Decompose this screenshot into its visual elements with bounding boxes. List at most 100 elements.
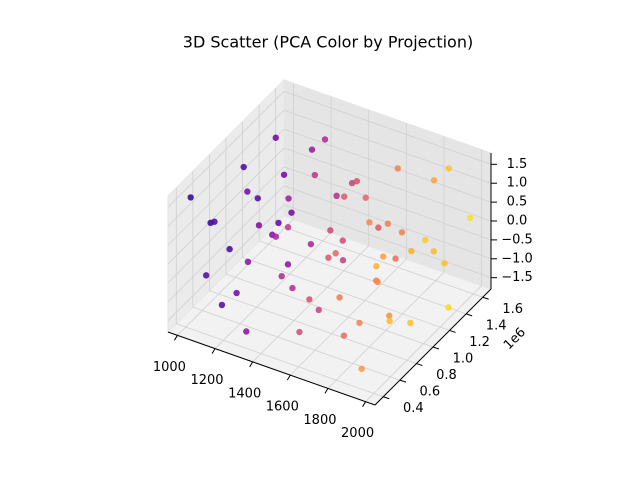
z-tick-label: −1.0 bbox=[501, 251, 533, 266]
grid-line bbox=[283, 109, 492, 184]
point bbox=[289, 284, 296, 292]
point bbox=[240, 163, 247, 171]
point bbox=[340, 332, 348, 339]
point bbox=[244, 258, 252, 266]
point bbox=[430, 177, 438, 184]
tick-mark bbox=[449, 329, 456, 333]
point bbox=[333, 192, 340, 200]
point bbox=[306, 296, 313, 303]
point bbox=[466, 214, 474, 222]
grid-line bbox=[167, 109, 285, 227]
point bbox=[332, 250, 339, 257]
point bbox=[308, 146, 316, 153]
grid-line bbox=[283, 147, 492, 222]
point bbox=[394, 165, 401, 172]
point bbox=[211, 218, 218, 225]
y-tick-label: 0.4 bbox=[403, 401, 424, 416]
point bbox=[296, 328, 303, 336]
grid-line bbox=[283, 90, 492, 165]
x-tick-label: 1800 bbox=[303, 413, 336, 428]
x-axis bbox=[167, 331, 376, 406]
grid-line bbox=[259, 240, 467, 315]
point bbox=[356, 319, 363, 327]
point bbox=[362, 194, 369, 201]
point bbox=[288, 209, 295, 216]
point bbox=[384, 220, 392, 227]
chart-title: 3D Scatter (PCA Color by Projection) bbox=[183, 33, 473, 52]
tick-mark bbox=[465, 313, 473, 317]
point bbox=[202, 272, 210, 279]
point bbox=[339, 237, 346, 244]
point bbox=[373, 263, 380, 270]
grid-line bbox=[192, 306, 400, 381]
x-tick-label: 2000 bbox=[341, 426, 374, 441]
point bbox=[315, 306, 322, 314]
tick-mark bbox=[482, 296, 489, 300]
point bbox=[284, 224, 292, 231]
grid-line bbox=[167, 166, 285, 284]
point bbox=[386, 312, 393, 319]
tick-mark bbox=[416, 363, 423, 367]
point bbox=[275, 219, 282, 227]
point bbox=[441, 260, 448, 267]
grid-line bbox=[209, 290, 417, 364]
z-tick-label: −0.5 bbox=[501, 232, 533, 247]
tick-mark bbox=[211, 348, 216, 354]
y-tick-label: 1.4 bbox=[486, 318, 507, 333]
point bbox=[445, 165, 452, 172]
point bbox=[358, 365, 365, 372]
tick-mark bbox=[362, 401, 367, 407]
point bbox=[233, 289, 240, 297]
y-tick-label: 0.8 bbox=[436, 368, 457, 383]
point bbox=[243, 328, 250, 335]
point bbox=[311, 171, 319, 179]
grid-line bbox=[167, 91, 285, 208]
point bbox=[336, 294, 343, 301]
point bbox=[284, 261, 292, 268]
point bbox=[307, 240, 315, 248]
tick-mark bbox=[286, 374, 291, 381]
point bbox=[408, 247, 415, 255]
tick-mark bbox=[399, 379, 407, 383]
grid-line bbox=[176, 323, 384, 398]
y-tick-label: 1.0 bbox=[453, 352, 474, 367]
point bbox=[375, 224, 382, 231]
point bbox=[353, 177, 361, 185]
point bbox=[244, 188, 251, 195]
point bbox=[398, 229, 406, 236]
point bbox=[226, 245, 233, 253]
point bbox=[445, 304, 452, 311]
point bbox=[422, 236, 429, 244]
point bbox=[407, 319, 414, 327]
z-tick-label: −1.5 bbox=[501, 270, 533, 285]
point bbox=[339, 257, 347, 264]
y-tick-label: 1.2 bbox=[469, 335, 490, 350]
grid-line bbox=[275, 223, 483, 298]
grid-line bbox=[242, 257, 450, 331]
point bbox=[187, 194, 194, 201]
point bbox=[255, 222, 263, 229]
point bbox=[278, 272, 285, 280]
x-tick-label: 1200 bbox=[190, 373, 223, 388]
point bbox=[386, 317, 393, 325]
point bbox=[218, 301, 226, 309]
tick-mark bbox=[249, 361, 254, 368]
grid-line bbox=[283, 166, 492, 241]
grid-line bbox=[283, 204, 492, 279]
point bbox=[280, 171, 288, 178]
point bbox=[392, 255, 399, 262]
tick-mark bbox=[173, 335, 178, 341]
point bbox=[325, 254, 332, 261]
point bbox=[285, 195, 292, 202]
grid-line bbox=[225, 273, 434, 348]
x-tick-label: 1000 bbox=[153, 360, 186, 375]
z-tick-label: 0.5 bbox=[507, 195, 528, 210]
y-axis bbox=[374, 288, 492, 406]
grid-line bbox=[283, 128, 492, 203]
point bbox=[321, 136, 329, 143]
point bbox=[430, 248, 437, 255]
point bbox=[254, 195, 261, 202]
z-tick-label: 1.0 bbox=[507, 176, 528, 191]
grid-line bbox=[167, 147, 285, 265]
z-tick-label: 0.0 bbox=[507, 214, 528, 229]
